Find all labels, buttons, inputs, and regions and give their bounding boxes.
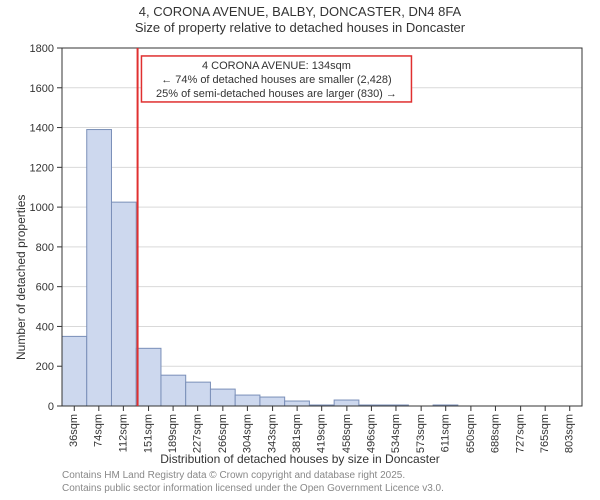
histogram-bar (285, 401, 310, 406)
y-tick-label: 0 (48, 401, 54, 413)
x-tick-label: 381sqm (291, 414, 303, 453)
histogram-bar (334, 400, 359, 406)
histogram-bar (87, 130, 112, 406)
x-tick-label: 688sqm (489, 414, 501, 453)
y-tick-label: 1400 (30, 123, 54, 135)
x-tick-label: 36sqm (68, 414, 80, 447)
x-tick-label: 534sqm (390, 414, 402, 453)
histogram-bar (210, 389, 235, 406)
credit-line-1: Contains HM Land Registry data © Crown c… (62, 470, 444, 483)
y-tick-label: 200 (36, 361, 54, 373)
histogram-bar (111, 202, 136, 406)
annotation-line: 4 CORONA AVENUE: 134sqm (202, 60, 351, 72)
x-axis-label: Distribution of detached houses by size … (0, 452, 600, 466)
x-tick-label: 151sqm (142, 414, 154, 453)
credit-text: Contains HM Land Registry data © Crown c… (62, 470, 444, 495)
histogram-bar (62, 336, 87, 406)
x-tick-label: 765sqm (539, 414, 551, 453)
histogram-bar (186, 382, 211, 406)
y-tick-label: 1600 (30, 83, 54, 95)
histogram-bar (260, 397, 285, 406)
y-tick-label: 400 (36, 321, 54, 333)
x-tick-label: 496sqm (365, 414, 377, 453)
histogram-bar (161, 375, 186, 406)
x-tick-label: 419sqm (316, 414, 328, 453)
histogram-bar (136, 348, 161, 406)
y-tick-label: 600 (36, 282, 54, 294)
x-tick-label: 573sqm (415, 414, 427, 453)
x-tick-label: 650sqm (465, 414, 477, 453)
x-tick-label: 304sqm (241, 414, 253, 453)
x-tick-label: 74sqm (93, 414, 105, 447)
x-tick-label: 189sqm (167, 414, 179, 453)
y-tick-label: 1000 (30, 202, 54, 214)
y-tick-label: 800 (36, 242, 54, 254)
y-tick-label: 1800 (30, 43, 54, 55)
annotation-line: ← 74% of detached houses are smaller (2,… (161, 74, 392, 86)
x-tick-label: 803sqm (564, 414, 576, 453)
annotation-line: 25% of semi-detached houses are larger (… (156, 88, 397, 100)
x-tick-label: 458sqm (341, 414, 353, 453)
x-tick-label: 343sqm (266, 414, 278, 453)
x-tick-label: 266sqm (217, 414, 229, 453)
x-tick-label: 112sqm (117, 414, 129, 452)
credit-line-2: Contains public sector information licen… (62, 483, 444, 496)
x-tick-label: 727sqm (515, 414, 527, 453)
histogram-bar (235, 395, 260, 406)
y-tick-label: 1200 (30, 162, 54, 174)
x-tick-label: 611sqm (440, 414, 452, 452)
histogram-chart: 0 200 400 600 800 1000 1200 1400 1600 1800 36sqm 74… (0, 0, 600, 500)
x-tick-label: 227sqm (192, 414, 204, 453)
y-axis-label: Number of detached properties (14, 195, 28, 360)
